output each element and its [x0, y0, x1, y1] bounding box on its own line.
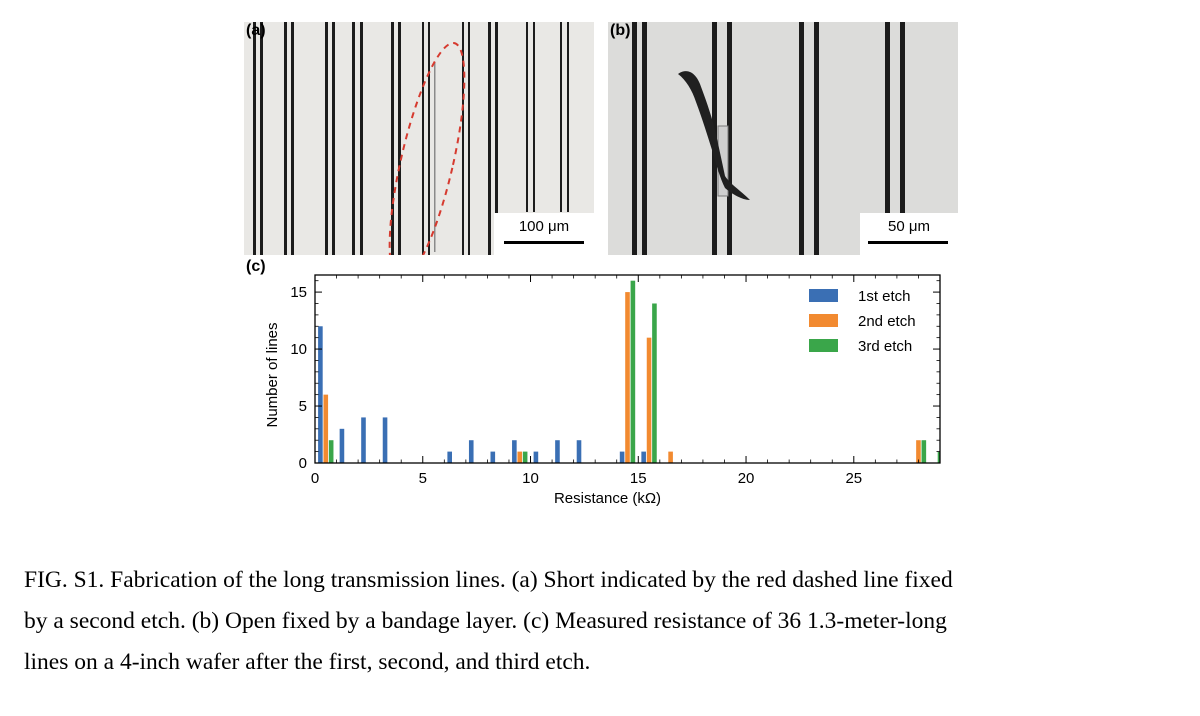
x-tick-label-20: 20 [738, 470, 755, 487]
caption-line-3: lines on a 4-inch wafer after the first,… [24, 649, 591, 675]
micrograph-b-image [632, 22, 905, 255]
y-tick-label-10: 10 [290, 341, 307, 358]
scale-bar-b-line [868, 241, 948, 244]
x-tick-label-0: 0 [311, 470, 319, 487]
legend-swatch-1 [809, 289, 838, 302]
bar-series1-9 [555, 440, 560, 463]
bar-series2-4 [668, 451, 673, 463]
y-axis-label: Number of lines [264, 322, 281, 427]
bar-series3-4 [921, 440, 927, 463]
bar-series1-7 [512, 440, 517, 463]
panel-a-label: (a) [246, 22, 266, 39]
legend-label-1: 1st etch [858, 288, 911, 305]
scale-bar-b-text: 50 μm [888, 218, 930, 235]
bar-series3-3 [652, 303, 657, 463]
plot-frame [314, 274, 941, 464]
bar-series1-2 [361, 417, 366, 463]
bar-series3-2 [630, 280, 636, 463]
scale-bar-b: 50 μm [860, 213, 958, 255]
short-indicator-ellipse [388, 41, 466, 255]
x-axis-label: Resistance (kΩ) [554, 490, 661, 507]
panel-b-label: (b) [610, 22, 631, 39]
y-tick-label-15: 15 [290, 284, 307, 301]
bar-series1-6 [490, 451, 496, 463]
x-tick-label-5: 5 [419, 470, 427, 487]
debris-particle [678, 71, 750, 200]
y-tick-label-5: 5 [299, 398, 307, 415]
bar-series2-2 [625, 292, 630, 463]
caption-line-1: FIG. S1. Fabrication of the long transmi… [24, 567, 953, 593]
bar-series1-4 [447, 451, 452, 463]
bar-series2-0 [323, 394, 329, 463]
bar-series1-8 [533, 451, 539, 463]
x-tick-label-25: 25 [845, 470, 862, 487]
legend-swatch-2 [809, 314, 838, 327]
x-tick-label-15: 15 [630, 470, 647, 487]
micrograph-panel-b: (b) 50 μm [608, 22, 958, 255]
bar-series2-1 [517, 451, 523, 463]
bar-series1-5 [468, 440, 474, 463]
bar-series1-1 [339, 428, 345, 463]
bar-series1-11 [619, 451, 625, 463]
bar-series2-3 [646, 337, 652, 463]
bar-series2-5 [916, 440, 921, 463]
micrograph-a-image [253, 22, 569, 255]
caption-line-2: by a second etch. (b) Open fixed by a ba… [24, 608, 947, 634]
scale-bar-a-text: 100 μm [518, 218, 570, 235]
micrograph-panel-a: (a) 100 μm [244, 22, 594, 255]
bar-series3-0 [328, 440, 334, 463]
legend-swatch-3 [809, 339, 838, 352]
scale-bar-a: 100 μm [494, 213, 594, 255]
scale-bar-a-line [504, 241, 584, 244]
legend-label-3: 3rd etch [858, 338, 912, 355]
histogram-svg: 0 5 10 15 20 25 0 5 10 15 Resistance (kΩ) Number of… [264, 274, 941, 507]
legend-label-2: 2nd etch [858, 313, 916, 330]
bar-series1-10 [576, 440, 582, 463]
x-tick-label-10: 10 [522, 470, 539, 487]
bar-series3-1 [522, 451, 528, 463]
panel-c-label: (c) [246, 258, 266, 275]
bar-series1-0 [318, 326, 323, 463]
y-tick-label-0: 0 [299, 455, 307, 472]
bar-series3-5 [937, 451, 940, 463]
bar-series1-12 [641, 451, 646, 463]
figure-caption: FIG. S1. Fabrication of the long transmi… [24, 560, 1194, 683]
bar-series1-3 [382, 417, 388, 463]
resistance-histogram: (c) 0 5 10 15 20 25 0 5 10 15 Resistance (kΩ) Numbe… [240, 258, 960, 520]
